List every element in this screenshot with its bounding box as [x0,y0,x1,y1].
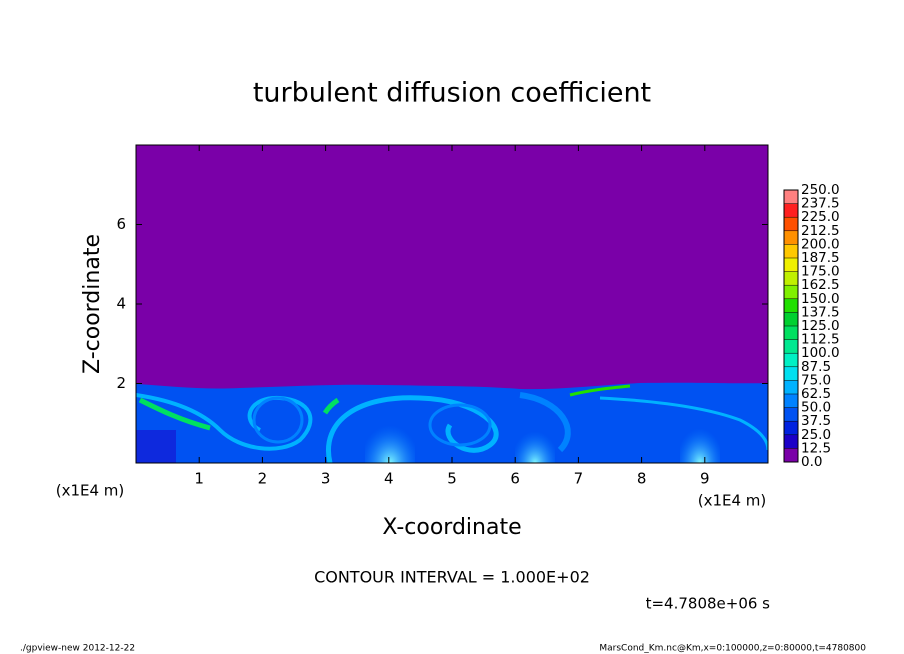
x-unit: (x1E4 m) [698,492,767,510]
colorbar-label: 87.5 [801,359,831,375]
y-axis-label: Z-coordinate [80,234,105,374]
colorbar-segment [784,366,798,381]
footer-left: ./gpview-new 2012-12-22 [20,644,135,654]
colorbar-segment [784,285,798,299]
colorbar-segment [784,380,798,394]
colorbar-segment [784,298,798,313]
colorbar-label: 187.5 [801,250,840,266]
colorbar-segment [784,271,798,286]
x-tick-label: 6 [510,470,520,488]
colorbar-label: 62.5 [801,386,831,402]
colorbar-label: 250.0 [801,182,840,198]
y-tick-label: 2 [116,374,126,392]
x-tick-label: 2 [258,470,268,488]
axes: 1 2 3 4 5 6 7 8 9 2 4 6 0.012.525.037.550.062.575.08… [116,145,840,488]
colorbar-segment [784,339,798,354]
chart-title: turbulent diffusion coefficient [253,78,651,109]
colorbar-segment [784,190,798,204]
colorbar-segment [784,217,798,231]
colorbar-segment [784,244,798,258]
y-tick-label: 4 [116,295,126,313]
colorbar-segment [784,312,798,326]
time-label: t=4.7808e+06 s [646,595,771,613]
colorbar-segment [784,353,798,367]
colorbar-segment [784,434,798,449]
colorbar-label: 175.0 [801,264,840,280]
y-tick-label: 6 [116,215,126,233]
x-tick-label: 8 [637,470,647,488]
colorbar-segment [784,326,798,340]
colorbar-segment [784,230,798,245]
colorbar-label: 0.0 [801,454,822,470]
colorbar-label: 112.5 [801,332,840,348]
x-tick-label: 7 [574,470,584,488]
colorbar-label: 137.5 [801,304,840,320]
colorbar-label: 237.5 [801,196,840,212]
colorbar-segment [784,203,798,218]
y-unit: (x1E4 m) [56,482,125,500]
colorbar-segment [784,258,798,272]
colorbar-segment [784,407,798,422]
colorbar-label: 50.0 [801,400,831,416]
colorbar-label: 125.0 [801,318,840,334]
colorbar-label: 75.0 [801,372,831,388]
colorbar-label: 200.0 [801,236,840,252]
colorbar-segment [784,448,798,462]
colorbar-segment [784,421,798,435]
colorbar-label: 25.0 [801,427,831,443]
x-axis-label: X-coordinate [382,515,521,540]
x-tick-label: 3 [321,470,331,488]
colorbar-label: 225.0 [801,209,840,225]
x-tick-label: 9 [700,470,710,488]
x-tick-label: 1 [194,470,204,488]
footer-right: MarsCond_Km.nc@Km,x=0:100000,z=0:80000,t… [599,644,866,654]
colorbar-label: 150.0 [801,291,840,307]
colorbar-label: 100.0 [801,345,840,361]
x-tick-label: 4 [384,470,394,488]
colorbar-label: 12.5 [801,440,831,456]
colorbar-label: 162.5 [801,277,840,293]
colorbar-label: 212.5 [801,223,840,239]
turbulent-layer [136,382,768,463]
x-tick-label: 5 [447,470,457,488]
colorbar-segment [784,394,798,408]
colorbar-label: 37.5 [801,413,831,429]
contour-interval: CONTOUR INTERVAL = 1.000E+02 [314,568,590,587]
